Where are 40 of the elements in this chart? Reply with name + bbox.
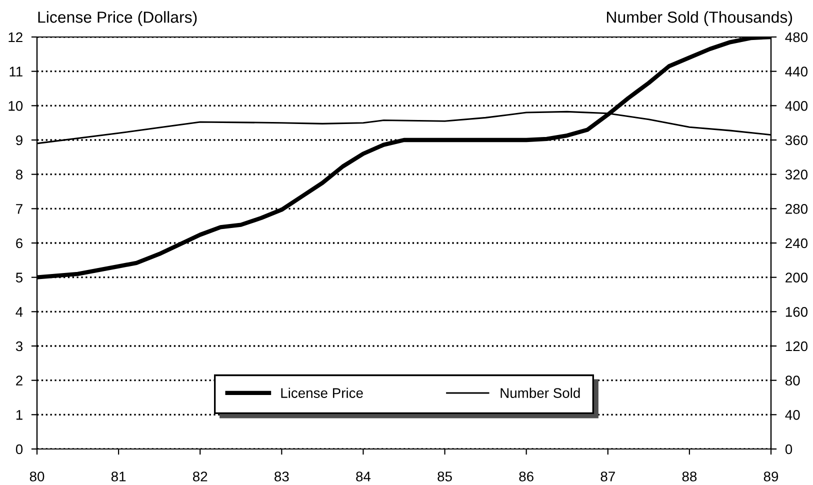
y2-tick-label: 480 xyxy=(785,32,808,42)
legend-label: License Price xyxy=(281,388,363,398)
y-tick-label: 2 xyxy=(16,376,22,386)
y2-tick-label: 400 xyxy=(785,101,808,111)
y-tick-label: 0 xyxy=(16,444,23,454)
y-tick-label: 6 xyxy=(16,238,22,248)
y-tick-label: 11 xyxy=(10,66,22,76)
y2-axis-title: Number Sold (Thousands) xyxy=(607,11,792,26)
x-tick-label: 83 xyxy=(274,472,289,482)
legend-label: Number Sold xyxy=(500,388,580,398)
x-tick-label: 89 xyxy=(764,472,778,482)
y-tick-label: 9 xyxy=(16,135,22,146)
y2-tick-label: 280 xyxy=(786,204,808,214)
x-tick-label: 80 xyxy=(30,472,44,482)
y2-tick-label: 40 xyxy=(785,410,800,420)
y2-tick-label: 200 xyxy=(786,272,808,283)
y-tick-label: 8 xyxy=(16,170,23,180)
x-tick-label: 85 xyxy=(438,472,452,482)
y-tick-label: 10 xyxy=(8,101,23,111)
y2-tick-label: 80 xyxy=(785,376,800,386)
y-tick-label: 5 xyxy=(16,272,23,283)
y-tick-label: 3 xyxy=(16,341,22,352)
x-tick-label: 88 xyxy=(682,472,697,482)
y-tick-label: 12 xyxy=(8,32,22,42)
y-tick-label: 4 xyxy=(16,307,23,317)
y2-tick-label: 160 xyxy=(786,307,808,317)
y2-tick-label: 120 xyxy=(786,341,808,352)
y-tick-label: 7 xyxy=(16,204,22,214)
y-tick-label: 1 xyxy=(16,410,22,420)
y2-tick-label: 360 xyxy=(785,135,808,146)
x-tick-label: 86 xyxy=(519,472,534,482)
y2-tick-label: 0 xyxy=(785,444,792,454)
x-tick-label: 87 xyxy=(600,472,615,482)
x-tick-label: 81 xyxy=(111,472,126,482)
x-tick-label: 82 xyxy=(192,472,208,482)
y2-tick-label: 240 xyxy=(786,238,808,248)
x-tick-label: 84 xyxy=(356,472,371,482)
y2-tick-label: 440 xyxy=(785,66,808,77)
y-axis-title: License Price (Dollars) xyxy=(38,11,197,26)
y2-tick-label: 320 xyxy=(785,170,808,180)
